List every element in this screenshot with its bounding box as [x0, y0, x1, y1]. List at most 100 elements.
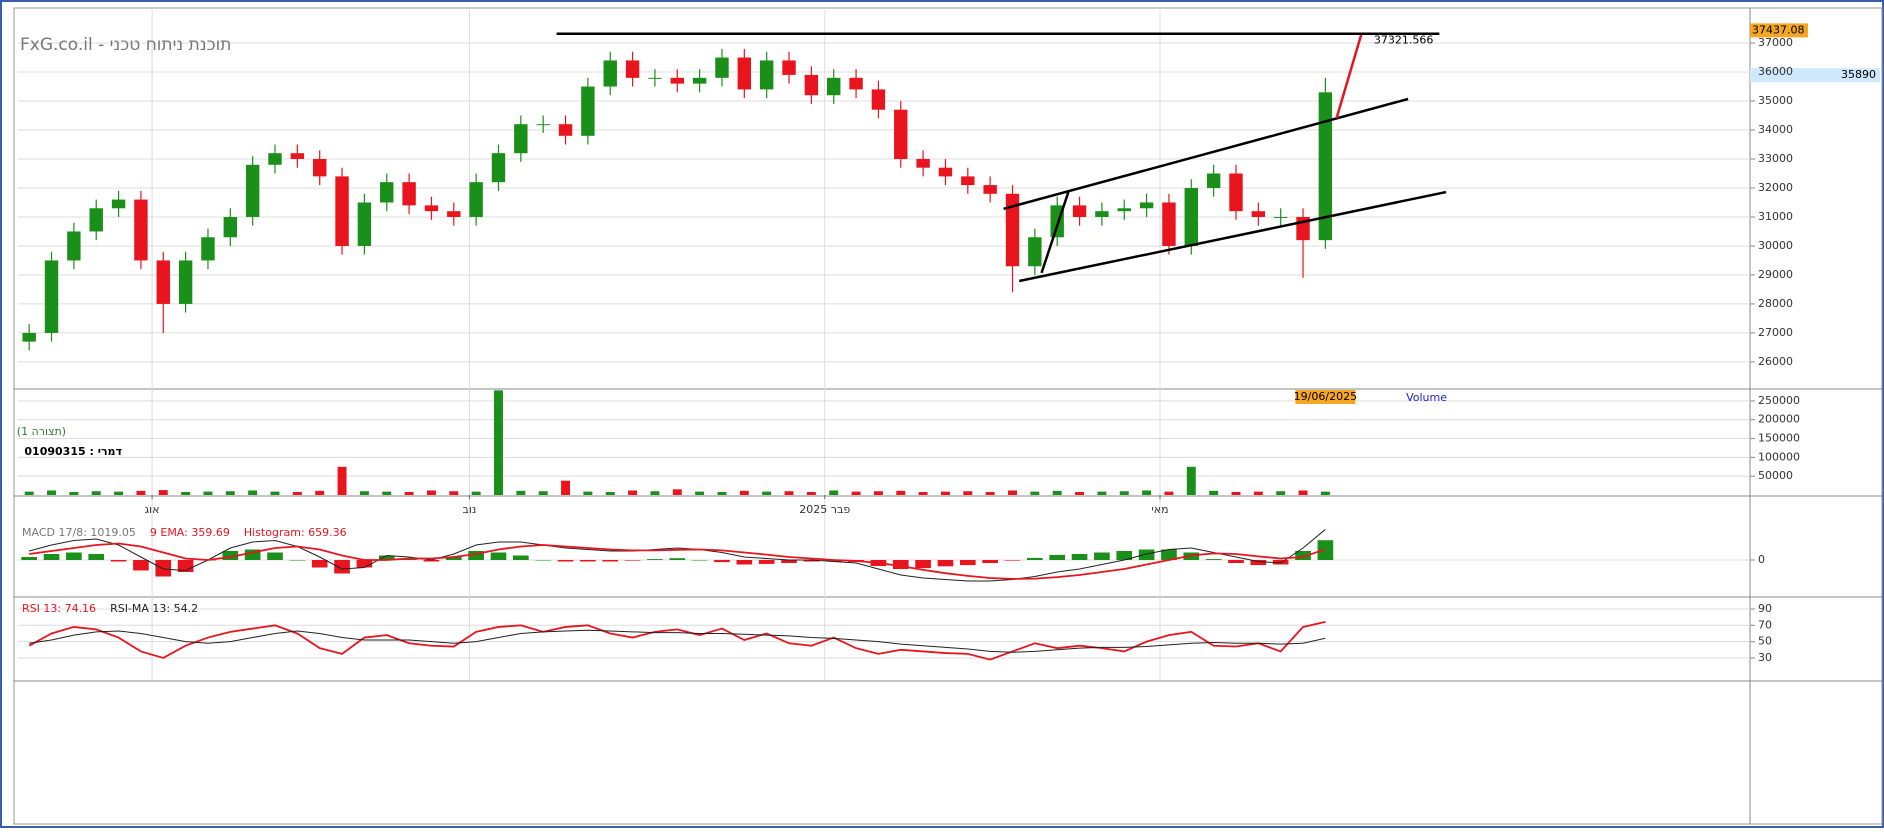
price-label: 35890: [1841, 68, 1876, 81]
volume-bar: [1075, 491, 1085, 495]
candle-body: [156, 260, 170, 304]
volume-bar: [449, 491, 459, 495]
volume-bar: [940, 491, 950, 495]
volume-bar: [24, 491, 34, 495]
candle-body: [290, 153, 305, 159]
y-tick-label: 30: [1758, 651, 1772, 664]
y-tick-label: 150000: [1758, 432, 1800, 445]
histogram-bar: [669, 558, 686, 560]
candle-body: [625, 60, 640, 78]
volume-bar: [91, 491, 101, 495]
volume-bar: [1164, 491, 1174, 495]
candle-body: [1095, 211, 1109, 217]
histogram-bar: [88, 554, 105, 560]
legend-label: 9 EMA: 359.69: [150, 526, 230, 539]
volume-bar: [538, 491, 548, 495]
volume-bar: [225, 491, 235, 495]
candle-body: [1162, 202, 1176, 246]
price-label: 37437.08: [1752, 23, 1805, 36]
volume-bar: [561, 480, 571, 495]
volume-bar: [1030, 491, 1040, 495]
histogram-bar: [915, 560, 931, 569]
histogram-bar: [222, 551, 239, 560]
candle-body: [648, 77, 662, 79]
candle-body: [514, 124, 528, 154]
candle-body: [581, 86, 595, 136]
volume-bar: [1142, 490, 1152, 495]
histogram-bar: [110, 560, 127, 562]
histogram-bar: [1004, 560, 1021, 561]
volume-bar: [1097, 491, 1107, 495]
volume-bar: [292, 491, 302, 495]
candle-body: [894, 109, 908, 159]
trendline-label: 37321.566: [1374, 34, 1434, 47]
histogram-bar: [21, 557, 37, 560]
y-tick-label: 28000: [1758, 297, 1793, 310]
histogram-bar: [1295, 551, 1311, 560]
histogram-bar: [714, 560, 730, 563]
volume-bar: [315, 490, 325, 495]
candle-body: [111, 199, 126, 209]
date-label: 19/06/2025: [1294, 390, 1357, 403]
trendline: [1335, 34, 1363, 119]
candle-body: [1139, 202, 1154, 209]
y-tick-label: 70: [1758, 618, 1772, 631]
trendline: [1018, 190, 1447, 283]
candle-body: [1117, 208, 1131, 212]
histogram-bar: [311, 560, 328, 568]
candle-body: [871, 89, 886, 110]
volume-bar: [426, 490, 436, 495]
histogram-bar: [66, 552, 82, 560]
volume-bar: [494, 390, 503, 495]
volume-bar: [829, 490, 839, 495]
histogram-bar: [356, 560, 373, 568]
y-tick-label: 30000: [1758, 239, 1793, 252]
histogram-bar: [289, 560, 306, 561]
volume-bar: [181, 491, 191, 495]
volume-bar: [1253, 491, 1263, 495]
histogram-bar: [557, 560, 574, 562]
candle-body: [1318, 92, 1333, 241]
histogram-bar: [1250, 560, 1267, 566]
volume-bar: [337, 466, 347, 495]
histogram-bar: [1094, 552, 1110, 560]
volume-bar: [270, 491, 280, 495]
legend-label: Histogram: 659.36: [244, 526, 347, 539]
volume-bar: [203, 491, 213, 495]
candle-body: [67, 231, 81, 261]
grid: [14, 8, 1882, 824]
x-tick-label: פבר 2025: [799, 503, 850, 516]
histogram-bar: [647, 559, 663, 560]
candle-body: [603, 60, 617, 87]
volume-bar: [739, 490, 749, 495]
histogram-bar: [334, 560, 350, 574]
candle-body: [1005, 193, 1020, 267]
candle-body: [737, 57, 752, 90]
candle-body: [536, 124, 550, 126]
series-line: [29, 529, 1326, 582]
volume-bar: [1320, 491, 1330, 495]
volume-bar: [1119, 491, 1129, 495]
volume-bar: [1186, 466, 1196, 495]
histogram-bar: [155, 560, 172, 577]
volume-bar: [1052, 490, 1062, 495]
plot-frame: [13, 7, 1883, 825]
y-tick-label: 36000: [1758, 65, 1793, 78]
candle-body: [983, 185, 997, 194]
annotation: דמרי : 01090315: [24, 445, 122, 458]
histogram-bar: [1027, 557, 1043, 560]
date-label-box: [1295, 390, 1356, 404]
y-tick-label: 200000: [1758, 413, 1800, 426]
volume-bar: [382, 491, 392, 495]
y-tick-label: 34000: [1758, 123, 1793, 136]
histogram-bar: [758, 560, 775, 564]
volume-bar: [516, 490, 526, 495]
histogram-bar: [445, 557, 462, 560]
volume-bar: [1209, 490, 1219, 495]
histogram-bar: [892, 560, 909, 569]
candle-body: [670, 77, 684, 84]
candle-body: [223, 216, 238, 238]
candle-body: [268, 153, 282, 165]
legend-label: MACD 17/8: 1019.05: [22, 526, 136, 539]
